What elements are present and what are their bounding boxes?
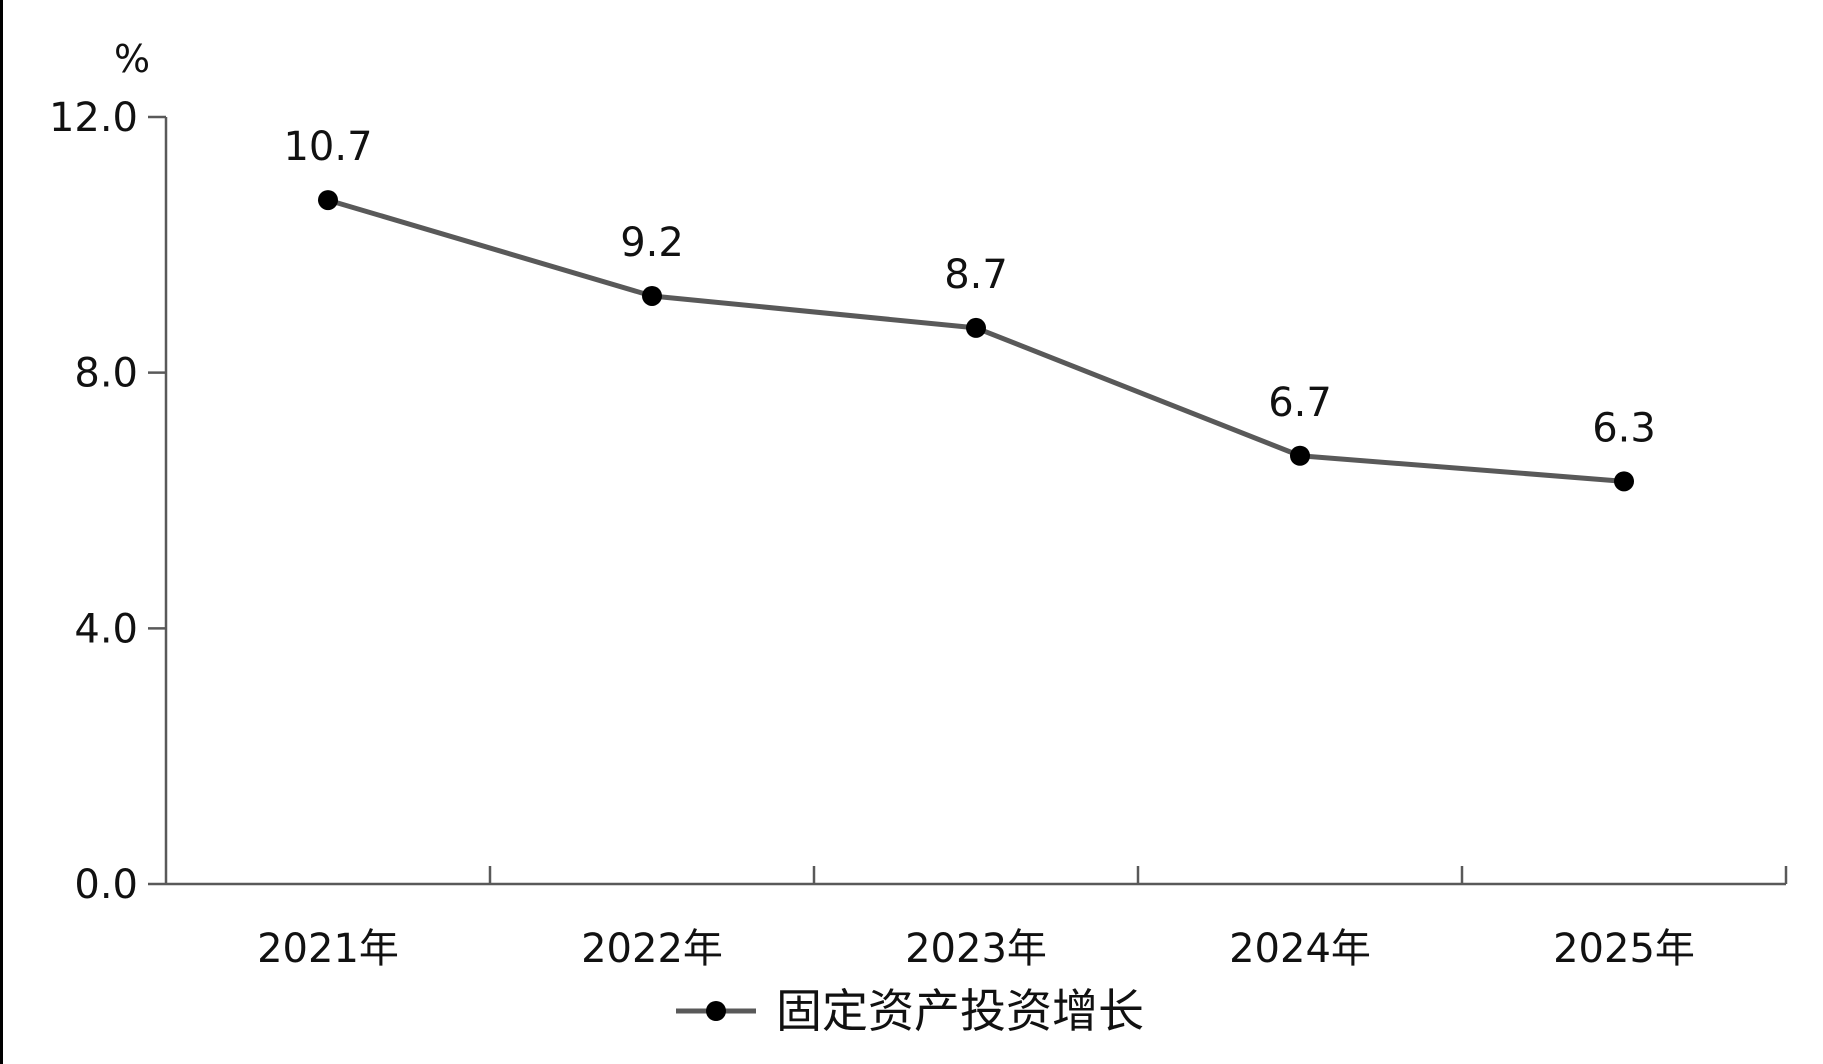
data-point-marker [1290, 445, 1310, 466]
y-axis-unit-label: % [114, 37, 150, 81]
data-label: 6.3 [1592, 405, 1656, 451]
series-line [327, 197, 1625, 484]
y-tick-label: 8.0 [74, 351, 138, 397]
data-point-marker [1614, 471, 1634, 492]
x-ticks: 2021年 2022年 2023年 2024年 2025年 [257, 866, 1788, 972]
legend: 固定资产投资增长 [676, 984, 1144, 1038]
x-tick-label: 2024年 [1229, 926, 1371, 972]
x-tick-label: 2023年 [905, 926, 1047, 972]
legend-marker-swatch [706, 1001, 726, 1021]
y-ticks: 0.0 4.0 8.0 12.0 [49, 95, 166, 908]
data-label: 9.2 [620, 220, 684, 266]
data-point-marker [642, 285, 662, 306]
data-point-marker [318, 190, 338, 211]
y-tick-label: 4.0 [74, 606, 138, 652]
y-tick-label: 0.0 [74, 862, 138, 908]
x-axis: 2021年 2022年 2023年 2024年 2025年 [166, 866, 1788, 972]
data-label: 8.7 [944, 252, 1008, 298]
legend-label: 固定资产投资增长 [776, 984, 1144, 1038]
x-tick-label: 2025年 [1553, 926, 1695, 972]
y-tick-label: 12.0 [49, 95, 138, 141]
x-tick-label: 2022年 [581, 926, 723, 972]
data-point-marker [966, 317, 986, 338]
series-layer: 10.7 9.2 8.7 6.7 6.3 [283, 124, 1656, 492]
image-left-border [0, 0, 3, 1064]
data-label: 10.7 [283, 124, 372, 170]
x-tick-label: 2021年 [257, 926, 399, 972]
data-label: 6.7 [1268, 380, 1332, 426]
y-axis: % 0.0 4.0 8.0 12.0 [49, 37, 168, 908]
